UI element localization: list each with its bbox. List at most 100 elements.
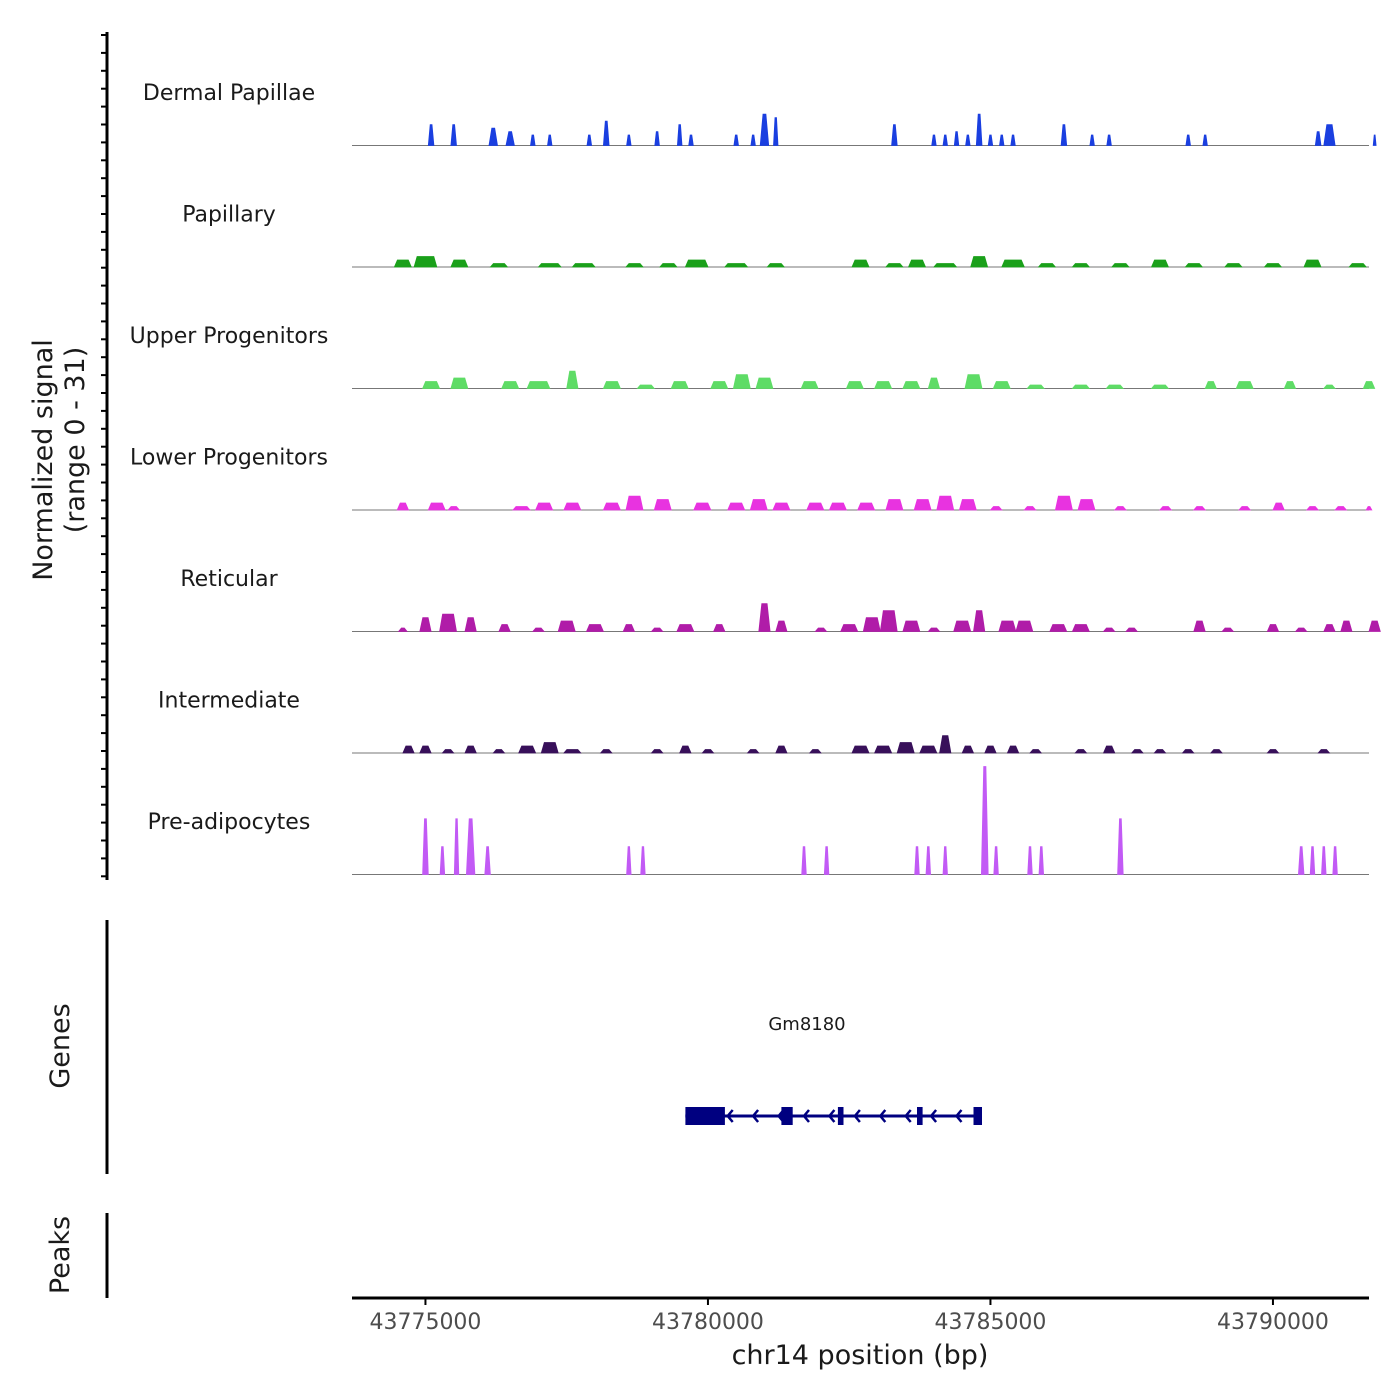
genes-track-label: Genes (45, 1003, 76, 1088)
signal-peak (1071, 263, 1091, 268)
track-pre-adipocytes (352, 766, 1369, 875)
signal-peak (688, 134, 694, 146)
track-label-papillary: Papillary (182, 203, 276, 228)
signal-peak (1015, 620, 1034, 632)
signal-peak (1038, 846, 1045, 875)
strand-arrow-icon (802, 1109, 810, 1123)
signal-peak (727, 502, 746, 511)
signal-peak (931, 134, 937, 146)
strand-arrow-icon (929, 1109, 938, 1123)
signal-peak (654, 131, 660, 146)
gene-exon (973, 1107, 982, 1125)
signal-peak (489, 263, 509, 268)
signal-peak (800, 381, 819, 389)
signal-peak (693, 502, 712, 511)
signal-peak (775, 745, 788, 754)
signal-peak (1181, 749, 1195, 754)
signal-peak (625, 495, 644, 511)
signal-peak (450, 259, 469, 268)
signal-peak (1266, 749, 1280, 754)
signal-peak (1117, 818, 1124, 875)
signal-peak (585, 624, 605, 632)
track-label-upper-progenitors: Upper Progenitors (130, 324, 329, 349)
signal-peak (1150, 384, 1170, 389)
signal-peak (989, 506, 1003, 511)
signal-peak (755, 377, 774, 389)
signal-peak (851, 259, 870, 268)
signal-peak (1297, 846, 1305, 875)
signal-peak (823, 846, 830, 875)
signal-peak (1305, 506, 1320, 511)
signal-peak (902, 620, 921, 632)
track-lower-progenitors (352, 495, 1373, 511)
signal-peak (1105, 384, 1125, 389)
signal-peak (512, 506, 531, 511)
y-axis-title: Normalized signal (range 0 - 31) (28, 339, 91, 581)
signal-peak (1323, 124, 1336, 146)
signal-peak (758, 603, 771, 632)
signal-peak (650, 627, 664, 632)
signal-peak (518, 745, 537, 754)
signal-peak (1074, 749, 1088, 754)
signal-peak (1026, 384, 1045, 389)
gene-model[interactable] (685, 1107, 982, 1125)
signal-peak (750, 134, 756, 146)
signal-peak (1372, 134, 1377, 146)
signal-peak (766, 263, 786, 268)
y-axis-title-main: Normalized signal (28, 339, 59, 581)
signal-peak (464, 617, 477, 632)
signal-peak (885, 499, 904, 511)
signal-peak (427, 502, 446, 511)
signal-peak (1130, 749, 1144, 754)
signal-peak (1321, 846, 1327, 875)
signal-peak (939, 735, 952, 754)
signal-peak (625, 263, 644, 268)
signal-peak (1049, 624, 1068, 632)
signal-peak (1323, 624, 1336, 632)
signal-peak (1153, 749, 1167, 754)
signal-peak (626, 134, 632, 146)
signal-peak (806, 502, 825, 511)
signal-peak (1001, 259, 1025, 268)
gene-exon (685, 1107, 725, 1125)
signal-peak (1332, 846, 1338, 875)
track-reticular (352, 603, 1381, 632)
signal-peak (439, 613, 457, 632)
peaks-track-label: Peaks (45, 1216, 76, 1294)
signal-peak (1102, 745, 1116, 754)
signal-peak (640, 846, 646, 875)
signal-peak (602, 120, 610, 146)
x-tick-label: 43785000 (934, 1310, 1046, 1335)
signal-peak (421, 381, 441, 389)
signal-peak (547, 134, 553, 146)
y-axis-title-range: (range 0 - 31) (60, 347, 91, 534)
x-axis: 43775000 43780000 43785000 43790000 (352, 1296, 1369, 1335)
signal-peak (602, 381, 622, 389)
strand-arrow-icon (853, 1109, 861, 1123)
signal-peak (586, 134, 593, 146)
signal-peak (958, 499, 977, 511)
signal-peak (1029, 749, 1043, 754)
signal-peak (1362, 381, 1376, 389)
signal-peak (987, 134, 994, 146)
signal-peak (622, 624, 636, 632)
signal-peak (828, 502, 848, 511)
signal-peak (1365, 506, 1373, 511)
signal-peak (840, 624, 859, 632)
signal-peak (1150, 259, 1170, 268)
signal-peak (862, 617, 881, 632)
track-papillary (352, 256, 1369, 268)
signal-peak (1283, 381, 1297, 389)
signal-peak (1077, 499, 1096, 511)
signal-peak (397, 627, 408, 632)
signal-peak (1089, 134, 1095, 146)
signal-peak (965, 134, 971, 146)
signal-peak (1010, 134, 1016, 146)
signal-peak (1272, 502, 1285, 511)
signal-peak (679, 745, 692, 754)
signal-peak (670, 381, 689, 389)
signal-peak (927, 377, 941, 389)
gene-exon (781, 1107, 793, 1125)
signal-peak (724, 263, 749, 268)
signal-peak (759, 113, 770, 146)
